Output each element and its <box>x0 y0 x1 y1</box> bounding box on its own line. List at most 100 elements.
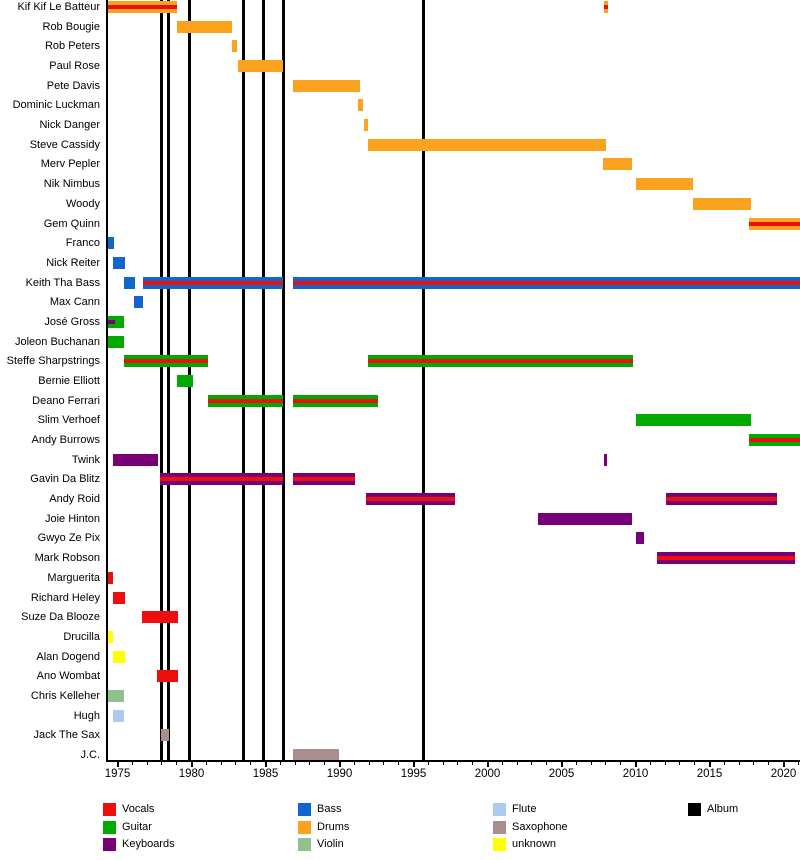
legend-item-saxophone: Saxophone <box>493 820 673 835</box>
member-name-label: Franco <box>65 237 100 250</box>
legend-item-flute: Flute <box>493 803 673 817</box>
legend-item-violin: Violin <box>298 838 478 852</box>
x-axis-tick-label: 1985 <box>252 768 279 780</box>
x-axis-minor-tick <box>146 762 148 765</box>
member-name-label: Paul Rose <box>49 60 100 73</box>
member-name-label: Hugh <box>73 709 100 722</box>
bar-keyboards <box>159 473 284 486</box>
vocals-stripe <box>142 280 284 285</box>
x-axis-minor-tick <box>723 762 725 765</box>
bar-bass <box>124 276 136 289</box>
legend-item-bass: Bass <box>298 803 478 817</box>
bar-drums <box>749 217 800 230</box>
x-axis-major-tick <box>708 762 711 767</box>
bar-guitar <box>107 315 125 328</box>
vocals-stripe <box>367 359 633 364</box>
bar-guitar <box>207 394 284 407</box>
x-axis-major-tick <box>338 762 341 767</box>
vocals-stripe <box>656 556 796 561</box>
bar-keyboards <box>656 552 796 565</box>
bar-keyboards <box>113 453 159 466</box>
bar-unknown <box>113 650 125 663</box>
x-axis-tick-label: 1990 <box>326 768 353 780</box>
x-axis-minor-tick <box>694 762 696 765</box>
x-axis-tick-label: 2020 <box>770 768 797 780</box>
x-axis-minor-tick <box>368 762 370 765</box>
member-name-label: Gwyo Ze Pix <box>37 532 100 545</box>
x-axis-major-tick <box>412 762 415 767</box>
member-name-label: Nick Danger <box>39 119 100 132</box>
x-axis-tick-label: 2010 <box>622 768 649 780</box>
legend-item-vocals: Vocals <box>103 803 283 817</box>
x-axis-tick-label: 2015 <box>696 768 723 780</box>
member-name-label: Gavin Da Blitz <box>30 473 100 486</box>
x-axis-major-tick <box>190 762 193 767</box>
bar-saxophone <box>292 748 339 761</box>
member-name-label: Ano Wombat <box>36 670 100 683</box>
legend-label: Flute <box>512 803 537 815</box>
legend-label: Violin <box>317 838 344 850</box>
member-name-label: Alan Dogend <box>36 650 100 663</box>
x-axis-major-tick <box>560 762 563 767</box>
member-name-label: Rob Bougie <box>42 20 101 33</box>
x-axis-minor-tick <box>649 762 651 765</box>
legend-swatch-unknown <box>493 838 506 851</box>
x-axis-minor-tick <box>472 762 474 765</box>
vocals-stripe <box>749 438 800 443</box>
x-axis-minor-tick <box>176 762 178 765</box>
album-release-line <box>422 0 426 761</box>
member-name-label: Jack The Sax <box>33 729 100 742</box>
bar-vocals <box>113 591 125 604</box>
member-name-label: Nick Reiter <box>46 256 100 269</box>
x-axis-minor-tick <box>516 762 518 765</box>
vocals-stripe <box>665 497 777 502</box>
bar-bass <box>113 256 125 269</box>
x-axis-minor-tick <box>797 762 799 765</box>
x-axis-tick-label: 2005 <box>548 768 575 780</box>
member-name-label: J.C. <box>80 748 100 761</box>
member-name-label: Richard Heley <box>30 591 100 604</box>
bar-drums <box>602 158 632 171</box>
x-axis-minor-tick <box>250 762 252 765</box>
bar-drums <box>232 40 237 53</box>
legend-swatch-guitar <box>103 820 116 834</box>
bar-saxophone <box>161 729 170 742</box>
x-axis-major-tick <box>486 762 489 767</box>
x-axis-tick-label: 1995 <box>400 768 427 780</box>
vocals-stripe <box>604 5 609 9</box>
x-axis-minor-tick <box>161 762 163 765</box>
legend-item-keyboards: Keyboards <box>103 838 283 852</box>
x-axis-tick-label: 2000 <box>474 768 501 780</box>
bar-guitar <box>292 394 378 407</box>
bar-drums <box>107 1 177 13</box>
x-axis-minor-tick <box>501 762 503 765</box>
legend-label: Album <box>707 803 739 815</box>
x-axis-minor-tick <box>427 762 429 765</box>
x-axis-minor-tick <box>309 762 311 765</box>
x-axis-minor-tick <box>442 762 444 765</box>
bar-violin <box>107 689 125 702</box>
x-axis-minor-tick <box>620 762 622 765</box>
x-axis-minor-tick <box>279 762 281 765</box>
legend-swatch-bass <box>298 803 311 816</box>
legend-item-album: Album <box>688 803 800 817</box>
bar-guitar <box>176 374 193 387</box>
bar-guitar <box>367 355 633 368</box>
member-name-label: Slim Verhoef <box>37 414 100 427</box>
legend-item-guitar: Guitar <box>103 820 283 835</box>
bar-guitar <box>636 414 751 427</box>
vocals-stripe <box>159 477 284 482</box>
album-release-line <box>261 0 265 761</box>
bar-keyboards <box>292 473 356 486</box>
legend-swatch-saxophone <box>493 820 506 834</box>
bar-keyboards <box>107 319 115 324</box>
legend-label: Saxophone <box>512 820 568 833</box>
album-release-line <box>241 0 245 761</box>
x-axis-minor-tick <box>457 762 459 765</box>
member-name-label: Rob Peters <box>44 40 100 53</box>
x-axis-major-tick <box>264 762 267 767</box>
bar-drums <box>636 178 694 191</box>
bar-drums <box>292 79 361 92</box>
bar-bass <box>292 276 800 289</box>
